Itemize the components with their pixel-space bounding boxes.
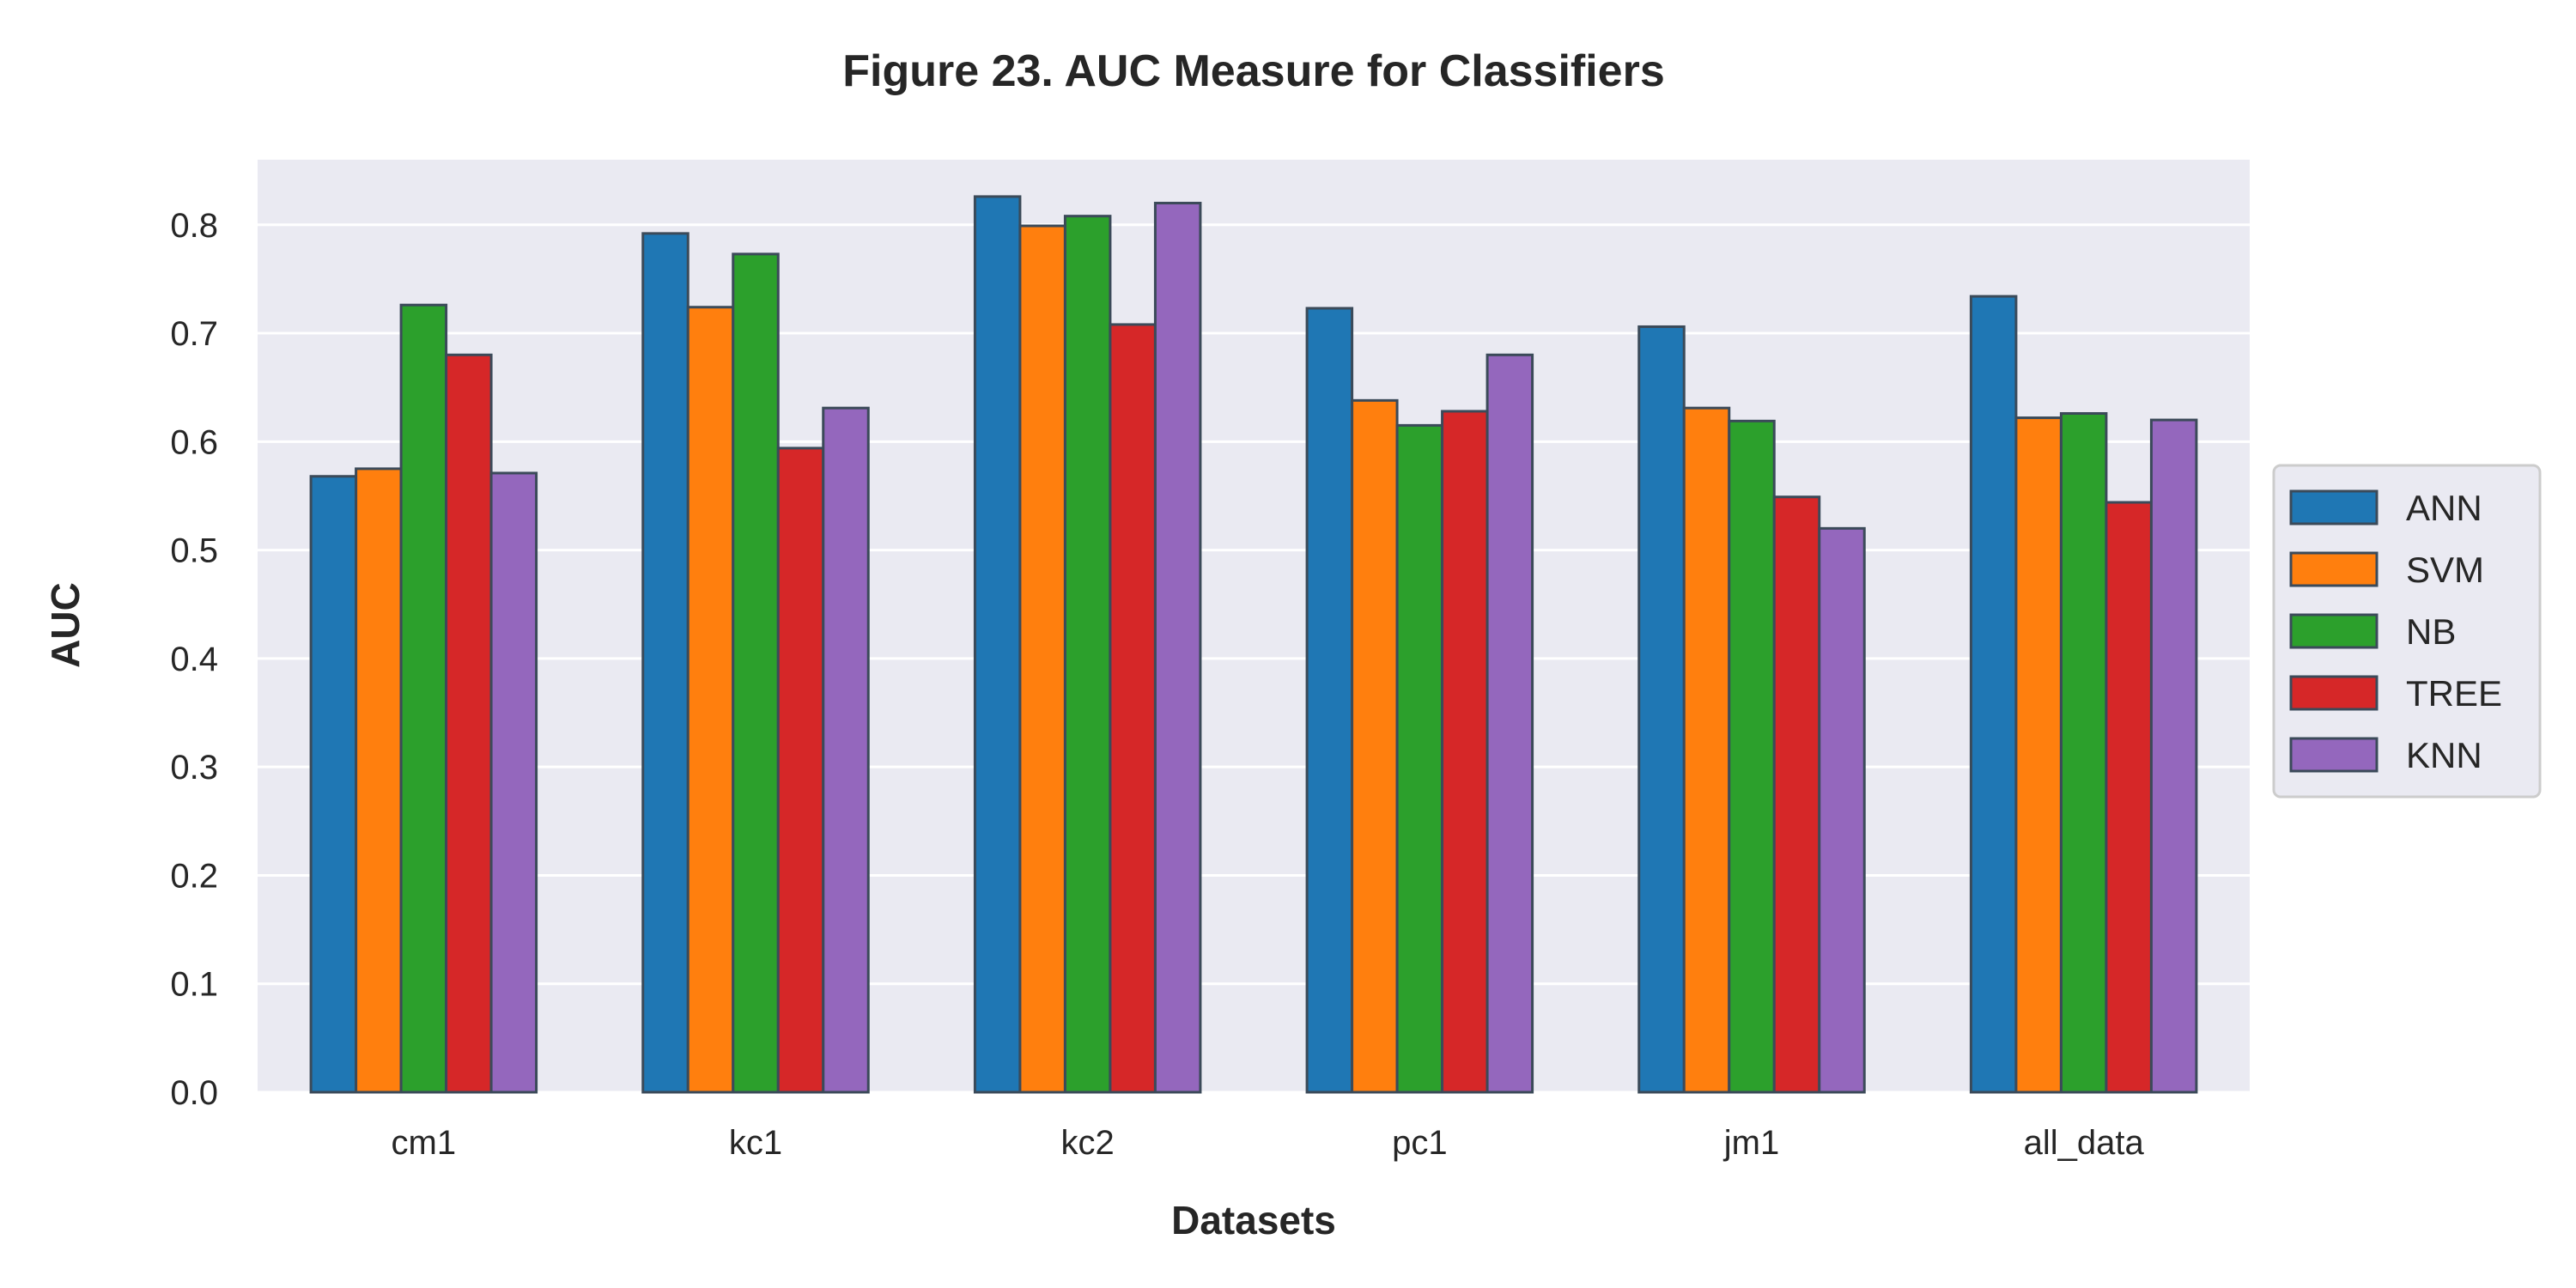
bar-ann-all-data xyxy=(1969,295,2018,1094)
x-tick-label: jm1 xyxy=(1723,1124,1779,1162)
bar-ann-kc2 xyxy=(973,195,1022,1094)
bar-knn-kc1 xyxy=(822,406,870,1094)
bar-ann-jm1 xyxy=(1637,325,1686,1094)
legend-swatch-ann xyxy=(2289,489,2379,526)
bar-knn-pc1 xyxy=(1485,353,1534,1094)
legend-swatch-knn xyxy=(2289,737,2379,773)
chart-title: Figure 23. AUC Measure for Classifiers xyxy=(842,46,1665,96)
bar-svm-pc1 xyxy=(1351,398,1399,1094)
bar-knn-all-data xyxy=(2149,418,2198,1094)
bar-tree-cm1 xyxy=(445,353,493,1094)
bar-knn-cm1 xyxy=(489,471,538,1094)
x-tick-label: pc1 xyxy=(1392,1124,1448,1162)
x-tick-label: kc1 xyxy=(729,1124,782,1162)
bar-svm-kc2 xyxy=(1018,224,1066,1094)
bar-knn-kc2 xyxy=(1153,202,1202,1094)
bar-svm-all-data xyxy=(2014,416,2063,1094)
bar-ann-cm1 xyxy=(309,475,358,1094)
y-tick-label: 0.4 xyxy=(170,641,218,678)
bar-tree-kc1 xyxy=(776,447,825,1094)
x-tick-label: kc2 xyxy=(1061,1124,1115,1162)
legend-label-tree: TREE xyxy=(2406,673,2502,714)
y-tick-label: 0.5 xyxy=(170,532,218,570)
bar-nb-pc1 xyxy=(1395,423,1444,1094)
y-tick-label: 0.8 xyxy=(170,207,218,245)
legend-box xyxy=(2272,464,2542,799)
x-axis-title: Datasets xyxy=(1171,1198,1336,1242)
legend-label-svm: SVM xyxy=(2406,550,2484,590)
bar-nb-cm1 xyxy=(399,303,448,1094)
bar-nb-kc1 xyxy=(732,252,780,1094)
bar-nb-kc2 xyxy=(1063,215,1112,1094)
x-tick-label: all_data xyxy=(2024,1124,2145,1162)
bar-ann-pc1 xyxy=(1305,307,1354,1094)
x-tick-label: cm1 xyxy=(392,1124,457,1162)
legend-swatch-tree xyxy=(2289,675,2379,711)
y-axis-title: AUC xyxy=(43,582,88,668)
legend-label-knn: KNN xyxy=(2406,735,2482,775)
legend-label-nb: NB xyxy=(2406,611,2456,652)
bar-tree-jm1 xyxy=(1772,495,1821,1094)
bar-svm-kc1 xyxy=(686,306,735,1094)
legend-swatch-nb xyxy=(2289,613,2379,649)
legend-swatch-svm xyxy=(2289,551,2379,587)
y-tick-label: 0.2 xyxy=(170,857,218,895)
bar-nb-all-data xyxy=(2059,411,2108,1094)
y-tick-label: 0.1 xyxy=(170,966,218,1004)
y-tick-label: 0.3 xyxy=(170,749,218,787)
bar-tree-kc2 xyxy=(1109,323,1157,1094)
y-tick-label: 0.7 xyxy=(170,315,218,353)
legend-label-ann: ANN xyxy=(2406,488,2482,528)
bar-tree-pc1 xyxy=(1441,410,1489,1094)
bar-tree-all-data xyxy=(2105,501,2153,1094)
bar-nb-jm1 xyxy=(1728,419,1776,1094)
plot-area xyxy=(258,160,2250,1092)
bar-svm-cm1 xyxy=(355,467,403,1094)
y-tick-label: 0.6 xyxy=(170,423,218,461)
bar-svm-jm1 xyxy=(1682,406,1731,1094)
bar-ann-kc1 xyxy=(641,232,690,1094)
bar-knn-jm1 xyxy=(1818,526,1866,1094)
y-tick-label: 0.0 xyxy=(170,1074,218,1112)
